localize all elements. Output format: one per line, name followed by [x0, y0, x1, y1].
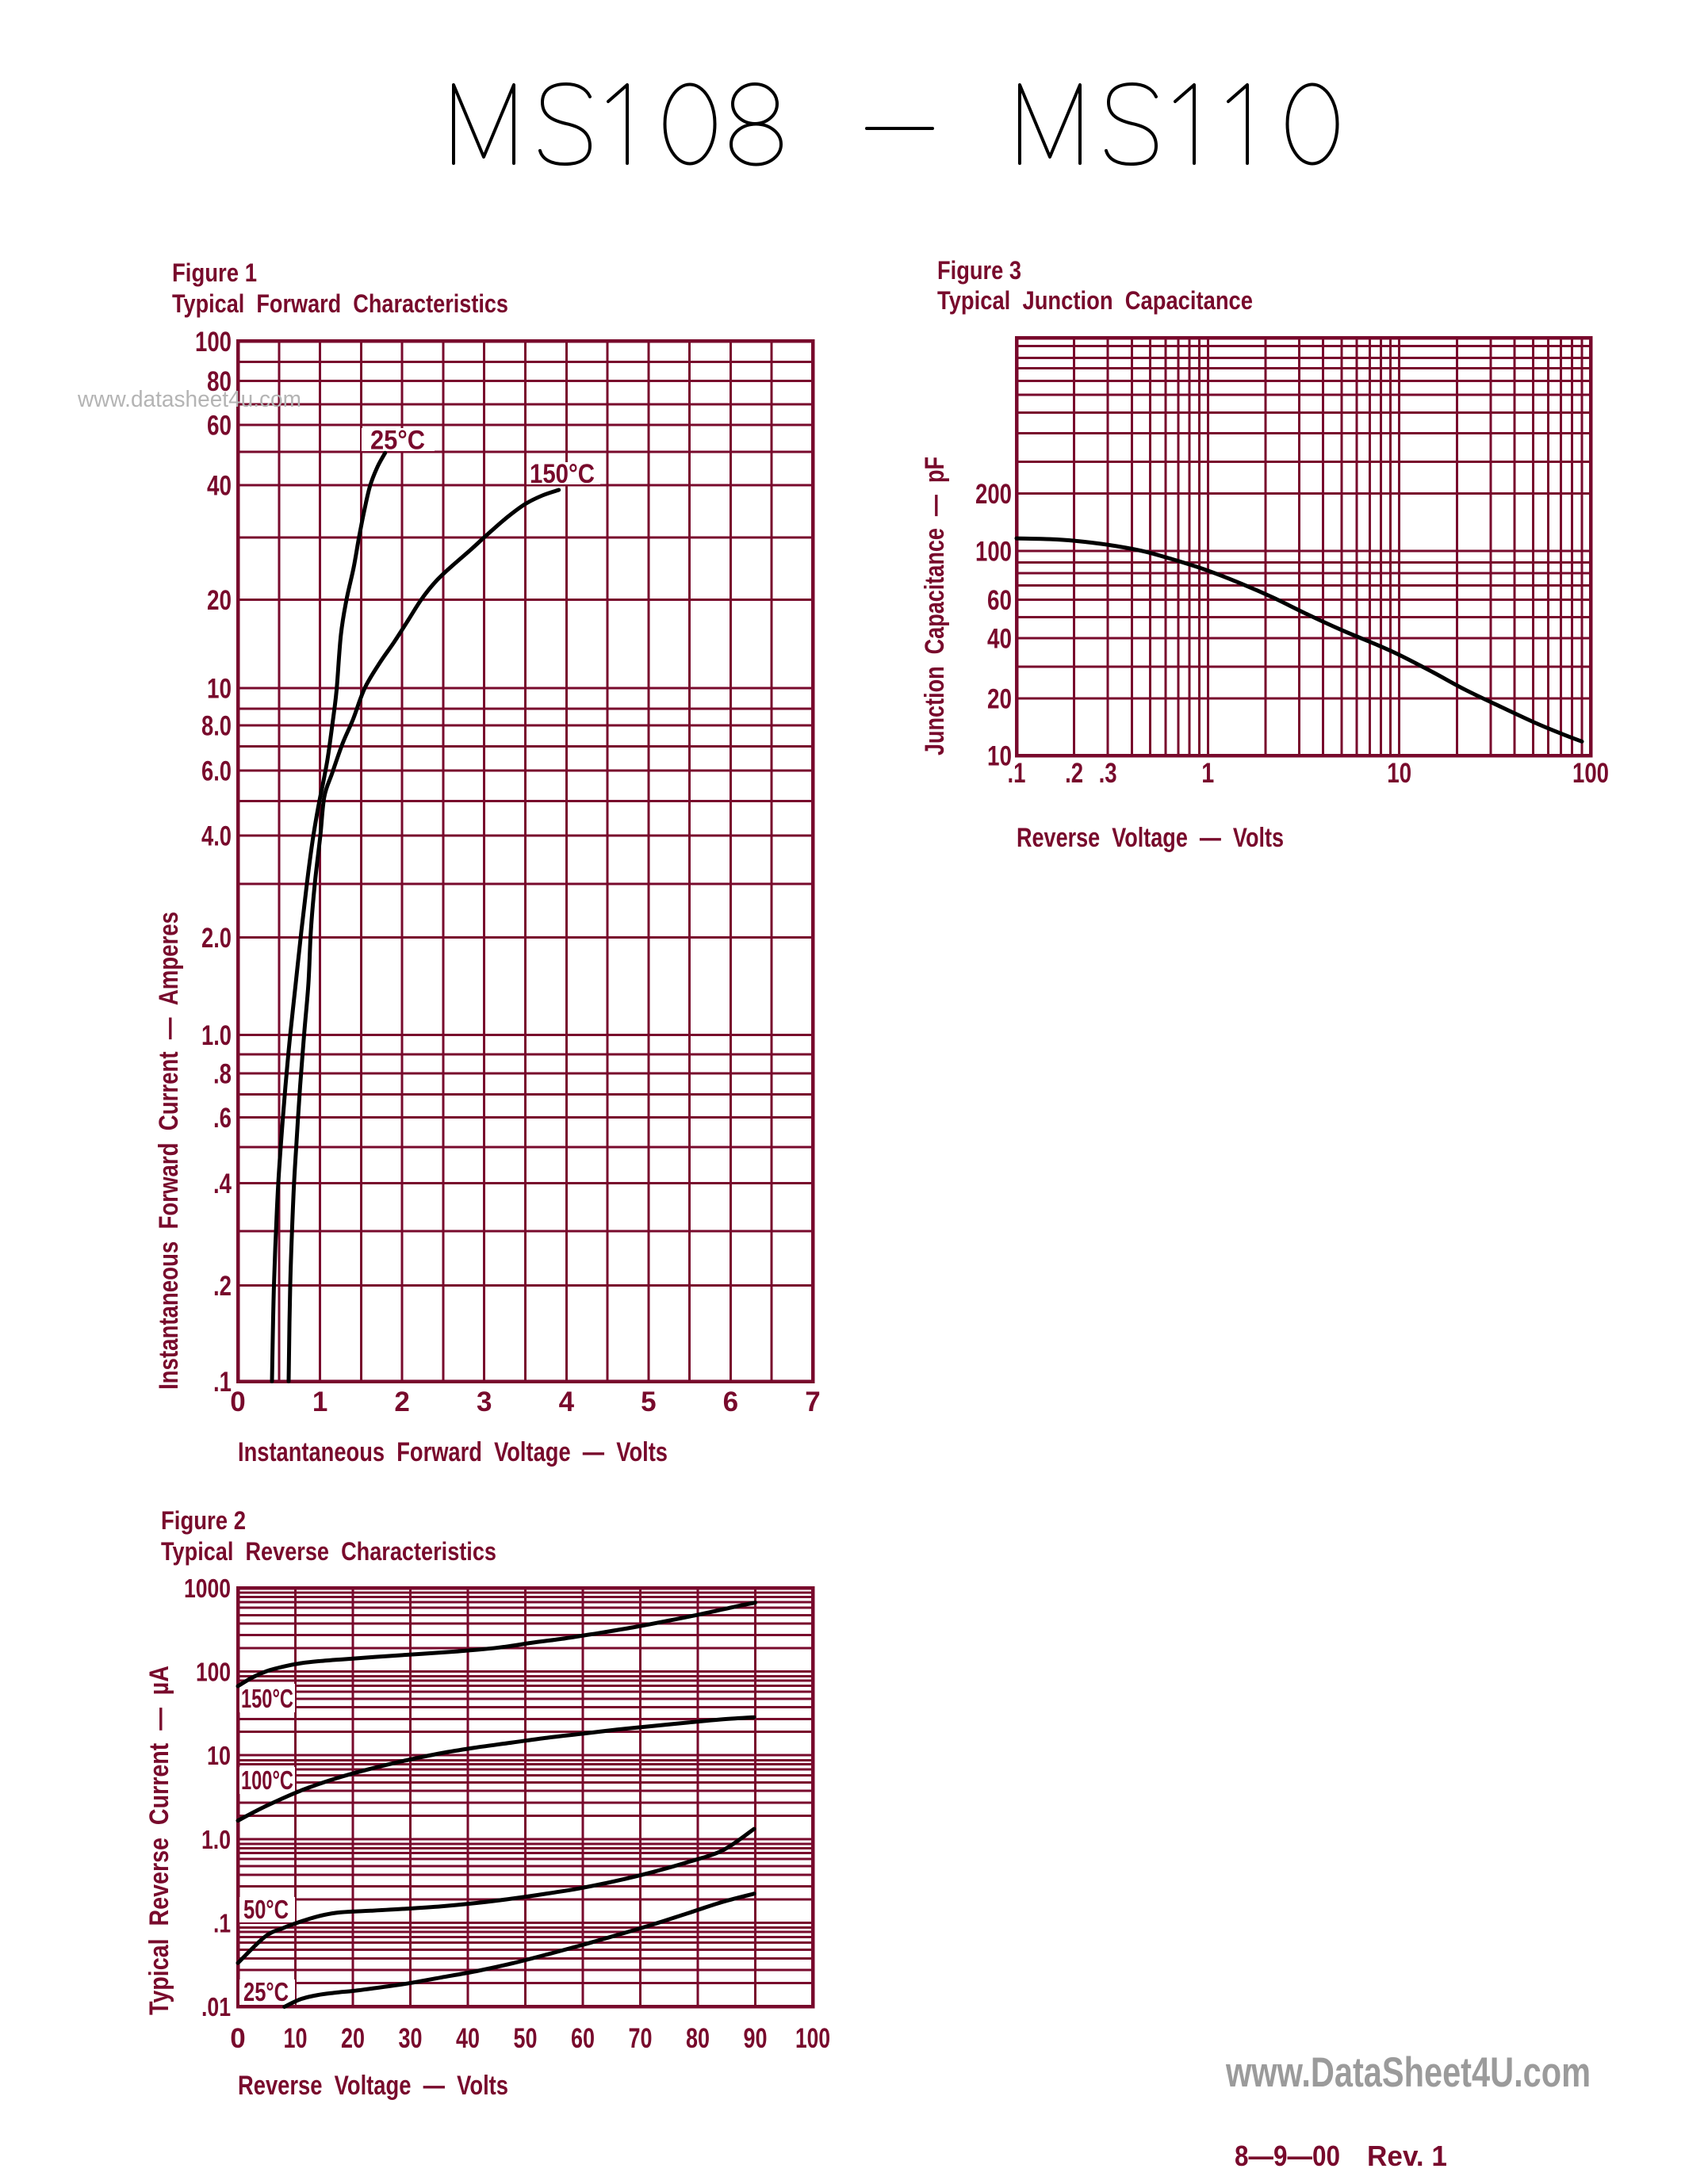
svg-text:.01: .01	[201, 1992, 231, 2021]
svg-text:1: 1	[1201, 758, 1214, 789]
svg-text:10: 10	[207, 674, 232, 705]
svg-text:8.0: 8.0	[201, 710, 232, 741]
svg-text:100: 100	[1572, 758, 1609, 789]
svg-text:100: 100	[795, 2023, 830, 2054]
svg-text:.1: .1	[213, 1367, 232, 1398]
svg-text:70: 70	[629, 2023, 653, 2054]
svg-text:20: 20	[207, 585, 232, 616]
svg-text:100°C: 100°C	[241, 1765, 293, 1795]
svg-text:.2: .2	[1065, 758, 1083, 789]
svg-text:Figure 2: Figure 2	[161, 1506, 246, 1535]
svg-text:Reverse Voltage — Volts: Reverse Voltage — Volts	[1017, 823, 1284, 853]
svg-text:Instantaneous Forward Curren: Instantaneous Forward Current — Amperes	[154, 912, 184, 1390]
svg-text:8—9—00: 8—9—00	[1235, 2140, 1340, 2172]
svg-text:60: 60	[571, 2023, 595, 2054]
svg-text:Figure 3: Figure 3	[937, 256, 1021, 285]
svg-text:6: 6	[723, 1387, 738, 1417]
svg-text:Rev. 1: Rev. 1	[1367, 2140, 1447, 2172]
svg-text:6.0: 6.0	[201, 756, 232, 787]
svg-text:0: 0	[230, 1387, 245, 1417]
svg-text:20: 20	[987, 683, 1012, 714]
svg-text:2: 2	[394, 1387, 409, 1417]
svg-text:40: 40	[207, 471, 232, 502]
svg-text:Figure 1: Figure 1	[172, 258, 257, 287]
svg-text:40: 40	[987, 624, 1012, 655]
svg-text:10: 10	[207, 1741, 231, 1770]
svg-text:.8: .8	[213, 1058, 232, 1089]
svg-text:50: 50	[514, 2023, 538, 2054]
svg-text:4.0: 4.0	[201, 821, 232, 852]
svg-text:.1: .1	[1008, 758, 1026, 789]
svg-text:200: 200	[975, 479, 1012, 510]
svg-text:60: 60	[207, 411, 232, 442]
svg-text:150°C: 150°C	[241, 1684, 293, 1713]
svg-text:.1: .1	[213, 1908, 231, 1937]
svg-text:Typical Junction Capacitance: Typical Junction Capacitance	[937, 286, 1253, 315]
svg-text:50°C: 50°C	[243, 1895, 289, 1924]
svg-text:4: 4	[559, 1387, 575, 1417]
svg-text:100: 100	[196, 1658, 231, 1687]
svg-text:www.DataSheet4U.com: www.DataSheet4U.com	[1225, 2049, 1591, 2096]
svg-text:20: 20	[341, 2023, 365, 2054]
svg-text:Instantaneous Forward Voltag: Instantaneous Forward Voltage — Volts	[238, 1437, 668, 1467]
svg-text:Reverse Voltage — Volts: Reverse Voltage — Volts	[238, 2071, 508, 2101]
svg-text:www.datasheet4u.com: www.datasheet4u.com	[77, 387, 301, 412]
svg-text:5: 5	[641, 1387, 656, 1417]
svg-text:.6: .6	[213, 1103, 232, 1134]
svg-text:1000: 1000	[184, 1574, 231, 1603]
svg-text:10: 10	[284, 2023, 308, 2054]
svg-text:10: 10	[987, 741, 1012, 772]
svg-text:80: 80	[207, 366, 232, 397]
svg-text:25°C: 25°C	[243, 1977, 289, 2006]
svg-text:10: 10	[1387, 758, 1411, 789]
svg-text:.3: .3	[1099, 758, 1117, 789]
svg-text:90: 90	[744, 2023, 768, 2054]
svg-text:1.0: 1.0	[201, 1825, 231, 1854]
svg-text:.4: .4	[213, 1168, 232, 1199]
svg-text:30: 30	[399, 2023, 423, 2054]
svg-text:80: 80	[686, 2023, 710, 2054]
svg-text:40: 40	[456, 2023, 480, 2054]
svg-text:Typical Reverse Current —: Typical Reverse Current — µA	[144, 1666, 174, 2015]
svg-text:100: 100	[195, 327, 232, 358]
svg-text:25°C: 25°C	[370, 426, 425, 456]
svg-text:Typical Reverse Characterist: Typical Reverse Characteristics	[161, 1537, 496, 1566]
svg-text:3: 3	[477, 1387, 492, 1417]
svg-text:0: 0	[230, 2023, 245, 2054]
svg-text:150°C: 150°C	[530, 459, 595, 489]
svg-text:.2: .2	[213, 1271, 232, 1302]
svg-text:Typical Forward Characterist: Typical Forward Characteristics	[172, 289, 508, 318]
svg-text:100: 100	[975, 536, 1012, 567]
svg-text:1.0: 1.0	[201, 1020, 232, 1051]
svg-text:7: 7	[805, 1387, 820, 1417]
svg-text:1: 1	[312, 1387, 327, 1417]
svg-text:Junction Capacitance — pF: Junction Capacitance — pF	[920, 457, 950, 755]
svg-text:60: 60	[987, 585, 1012, 616]
svg-text:2.0: 2.0	[201, 923, 232, 954]
